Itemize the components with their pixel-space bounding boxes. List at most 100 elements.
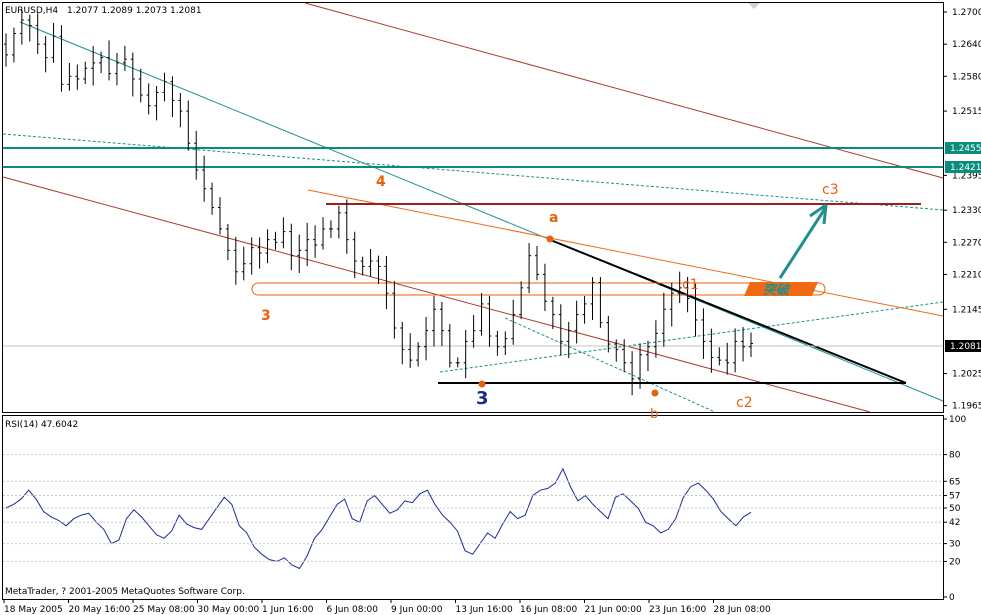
price-bar bbox=[138, 68, 143, 103]
price-bar bbox=[749, 332, 753, 357]
drawing-objects bbox=[2, 2, 944, 413]
price-bar bbox=[51, 23, 56, 63]
price-bar bbox=[701, 308, 706, 359]
price-bar bbox=[202, 155, 207, 202]
price-bar bbox=[622, 339, 627, 373]
price-bar bbox=[83, 61, 88, 84]
price-bar bbox=[725, 342, 730, 375]
teal-dotted-line-diagonal bbox=[504, 317, 716, 413]
price-bar bbox=[99, 51, 104, 74]
price-bar bbox=[154, 86, 159, 121]
price-bar bbox=[210, 182, 215, 215]
rsi-tick-label: 65 bbox=[949, 477, 960, 487]
price-bar bbox=[91, 46, 96, 86]
time-tick-label: 20 May 16:00 bbox=[69, 605, 131, 615]
price-bar bbox=[392, 281, 397, 339]
price-bar bbox=[178, 92, 183, 128]
time-tick-label: 23 Jun 16:00 bbox=[649, 605, 706, 615]
wave-label-3-orange: 3 bbox=[261, 308, 271, 324]
rsi-title: RSI(14) 47.6042 bbox=[5, 420, 78, 430]
price-bar bbox=[693, 283, 698, 337]
teal-downtrend-line bbox=[19, 21, 944, 402]
price-tick-label: 1.2580 bbox=[952, 72, 981, 82]
price-bar bbox=[19, 9, 24, 45]
price-bar bbox=[194, 130, 199, 180]
price-bar bbox=[519, 281, 524, 319]
price-tick-label: 1.2395 bbox=[952, 171, 981, 181]
top-scroll-marker bbox=[748, 3, 760, 9]
breakout-badge-label: 突破 bbox=[763, 282, 791, 298]
current-price-tag-bg bbox=[945, 340, 981, 352]
price-tick-label: 1.1965 bbox=[952, 402, 981, 412]
price-bar bbox=[495, 330, 500, 356]
price-bar bbox=[535, 246, 540, 281]
price-bar bbox=[122, 45, 127, 71]
price-bar bbox=[400, 322, 405, 365]
price-bar bbox=[645, 340, 650, 372]
time-tick-label: 25 May 08:00 bbox=[133, 605, 195, 615]
price-bar bbox=[67, 63, 72, 91]
price-bar bbox=[479, 292, 484, 336]
price-bar bbox=[11, 27, 16, 63]
price-bar bbox=[455, 357, 460, 368]
breakout-arrow-shaft bbox=[778, 206, 828, 279]
price-bar bbox=[186, 100, 191, 151]
price-bar bbox=[273, 231, 278, 250]
price-bar bbox=[598, 277, 603, 328]
wave-label-b: b bbox=[650, 407, 658, 422]
price-bar bbox=[336, 205, 341, 239]
price-bars bbox=[4, 9, 753, 396]
price-bar bbox=[241, 246, 246, 281]
price-bar bbox=[709, 328, 714, 373]
rsi-tick-label: 80 bbox=[949, 451, 961, 461]
time-axis: 18 May 2005 20 May 16:00 25 May 08:00 30 Ma… bbox=[3, 599, 771, 615]
price-tick-label: 1.2210 bbox=[952, 270, 981, 280]
rsi-line bbox=[5, 467, 752, 570]
wave-point-a bbox=[546, 235, 554, 243]
price-bar bbox=[590, 277, 595, 320]
wave-label-c1: c1 bbox=[682, 277, 699, 293]
price-bar bbox=[170, 76, 175, 118]
price-bar bbox=[352, 231, 357, 279]
price-bar bbox=[511, 299, 516, 345]
price-bar bbox=[289, 223, 294, 271]
time-tick-label: 6 Jun 08:00 bbox=[327, 605, 379, 615]
price-bar bbox=[257, 237, 262, 269]
price-axis: 1.2700 1.2640 1.2580 1.2515 1.2395 1.2330 1.22… bbox=[943, 8, 981, 412]
price-bar bbox=[463, 329, 468, 379]
rsi-tick-label: 0 bbox=[949, 593, 955, 603]
wave-point-3 bbox=[478, 380, 486, 388]
time-tick-label: 9 Jun 00:00 bbox=[391, 605, 443, 615]
price-bar bbox=[360, 256, 365, 276]
rsi-tick-label: 57 bbox=[949, 492, 960, 502]
price-bar bbox=[574, 300, 579, 344]
price-tick-label: 1.2700 bbox=[952, 8, 981, 18]
price-bar bbox=[233, 236, 238, 285]
price-bar bbox=[4, 33, 8, 67]
price-bar bbox=[503, 331, 508, 355]
wave-label-c2: c2 bbox=[736, 395, 753, 411]
price-bar bbox=[424, 316, 429, 361]
time-tick-label: 1 Jun 16:00 bbox=[262, 605, 314, 615]
rsi-tick-label: 20 bbox=[949, 557, 961, 567]
price-bar bbox=[59, 25, 64, 92]
orange-channel-line bbox=[307, 189, 944, 317]
level-tag-1-2421: 1.2421 bbox=[950, 163, 981, 173]
price-tick-label: 1.2515 bbox=[952, 107, 981, 117]
price-bar bbox=[75, 64, 80, 90]
price-tick-label: 1.2270 bbox=[952, 238, 981, 248]
price-bar bbox=[281, 217, 286, 249]
current-price-tag: 1.2081 bbox=[950, 342, 981, 352]
rsi-indicator bbox=[5, 467, 752, 570]
price-bar bbox=[487, 295, 492, 347]
rsi-tick-label: 42 bbox=[949, 518, 960, 528]
price-bar bbox=[661, 292, 666, 347]
price-bar bbox=[344, 199, 349, 254]
price-tick-label: 1.2025 bbox=[952, 370, 981, 380]
price-bar bbox=[321, 217, 326, 250]
price-bar bbox=[225, 223, 230, 261]
level-tag-1-2455-bg bbox=[945, 142, 981, 154]
price-bar bbox=[566, 321, 571, 359]
price-bar bbox=[416, 342, 421, 367]
